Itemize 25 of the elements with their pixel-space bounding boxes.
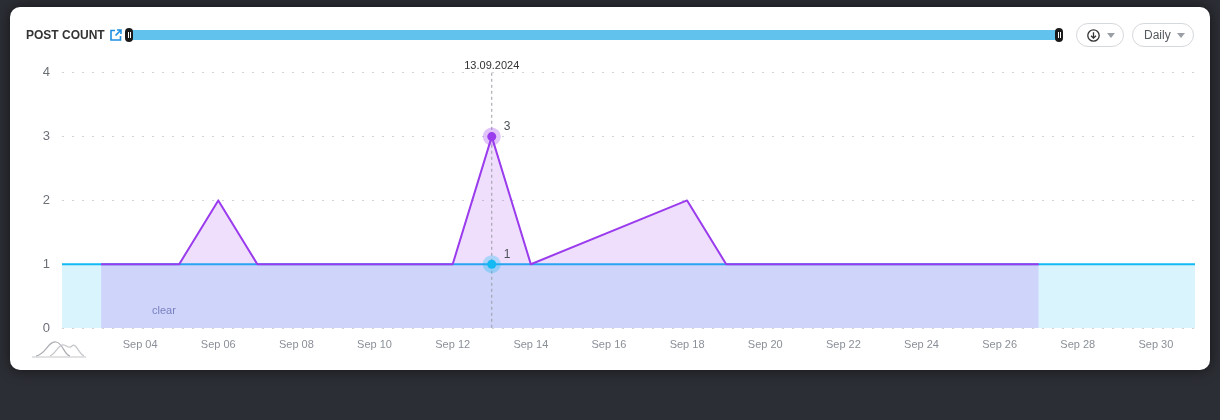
text: Daily xyxy=(1144,28,1171,42)
x-tick-label: Sep 20 xyxy=(747,337,783,350)
x-tick-label: Sep 18 xyxy=(669,337,705,350)
x-tick-label: Sep 30 xyxy=(1138,337,1174,350)
x-tick-label: Sep 26 xyxy=(982,337,1018,350)
y-tick-label: 3 xyxy=(42,128,50,144)
y-tick-label: 0 xyxy=(42,319,50,335)
annotation: clear xyxy=(152,304,177,317)
x-tick-label: Sep 24 xyxy=(904,337,939,350)
y-tick-label: 4 xyxy=(42,64,50,80)
x-tick-label: Sep 08 xyxy=(278,337,314,350)
x-tick-label: Sep 22 xyxy=(825,337,861,350)
x-tick-label: Sep 28 xyxy=(1060,337,1096,350)
x-tick-label: Sep 06 xyxy=(200,337,236,350)
y-tick-label: 2 xyxy=(42,191,50,207)
chart-title: POST COUNT xyxy=(26,28,105,42)
x-tick-label: Sep 16 xyxy=(591,337,627,350)
y-tick-label: 1 xyxy=(42,255,50,271)
x-tick-label: Sep 04 xyxy=(122,337,158,350)
ref-line-label: 13.09.2024 xyxy=(464,58,520,71)
x-tick-label: Sep 14 xyxy=(513,337,549,350)
x-tick-label: Sep 12 xyxy=(435,337,471,350)
data-label: 1 xyxy=(503,246,511,261)
x-tick-label: Sep 10 xyxy=(357,337,392,350)
data-label: 3 xyxy=(503,118,511,133)
